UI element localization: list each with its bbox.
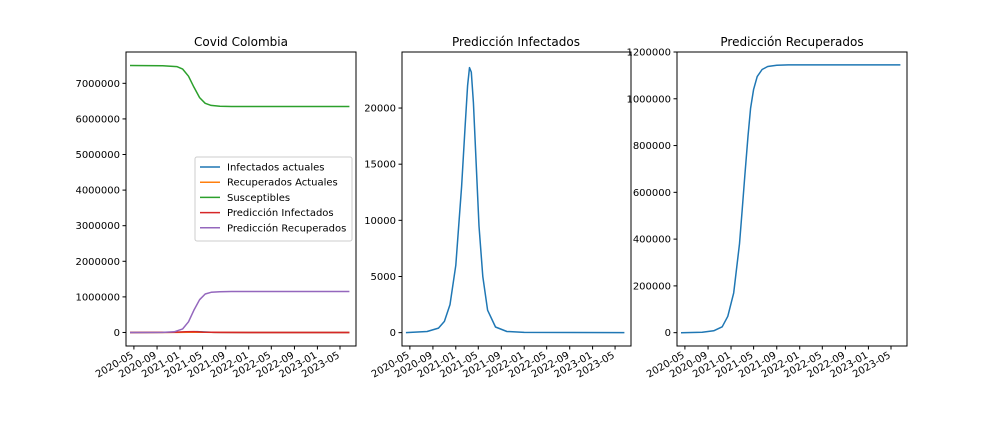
y-tick-label: 5000 xyxy=(371,272,396,283)
legend-entry: Predicción Infectados xyxy=(227,207,334,219)
chart-covid-colombia: Covid Colombia 0 1000000 2000000 3000000 400… xyxy=(75,35,357,380)
y-tick-label: 200000 xyxy=(633,281,671,292)
y-tick-label: 400000 xyxy=(633,235,671,246)
chart-title: Predicción Recuperados xyxy=(720,35,863,49)
y-tick-label: 20000 xyxy=(364,104,396,115)
series-line-0 xyxy=(405,66,625,334)
y-tick-label: 4000000 xyxy=(75,186,120,197)
legend: Infectados actuales Recuperados Actuales S… xyxy=(194,156,353,242)
y-tick-label: 7000000 xyxy=(75,79,120,90)
y-tick-label: 2000000 xyxy=(75,257,120,268)
y-tick-label: 600000 xyxy=(633,188,671,199)
chart-title: Covid Colombia xyxy=(194,35,288,49)
plot-frame xyxy=(401,51,632,347)
y-tick-label: 0 xyxy=(114,328,120,339)
y-tick-label: 3000000 xyxy=(75,221,120,232)
legend-entry: Predicción Recuperados xyxy=(227,222,346,234)
legend-entry: Susceptibles xyxy=(227,193,290,204)
series-line-predicción-infectados xyxy=(129,330,350,334)
chart-title: Predicción Infectados xyxy=(452,35,580,49)
y-tick-label: 10000 xyxy=(364,216,396,227)
chart-prediccion-infectados: Predicción Infectados 0 5000 10000 15000 200… xyxy=(364,35,632,380)
y-tick-label: 1000000 xyxy=(626,94,671,105)
plot-frame xyxy=(125,51,357,347)
legend-entry: Infectados actuales xyxy=(227,163,325,174)
y-tick-label: 0 xyxy=(665,328,671,339)
legend-box xyxy=(194,156,353,242)
legend-entry: Recuperados Actuales xyxy=(227,178,338,189)
y-tick-label: 15000 xyxy=(364,160,396,171)
y-tick-label: 1000000 xyxy=(75,292,120,303)
series-line-predicción-recuperados xyxy=(129,290,350,334)
chart-prediccion-recuperados: Predicción Recuperados 0 200000 400000 6000… xyxy=(626,35,908,380)
y-tick-label: 0 xyxy=(390,328,396,339)
y-tick-label: 800000 xyxy=(633,141,671,152)
y-tick-label: 1200000 xyxy=(626,48,671,59)
series-line-0 xyxy=(680,64,901,334)
plot-frame xyxy=(676,51,908,347)
y-tick-label: 5000000 xyxy=(75,150,120,161)
y-tick-label: 6000000 xyxy=(75,114,120,125)
series-line-susceptibles xyxy=(129,64,350,108)
